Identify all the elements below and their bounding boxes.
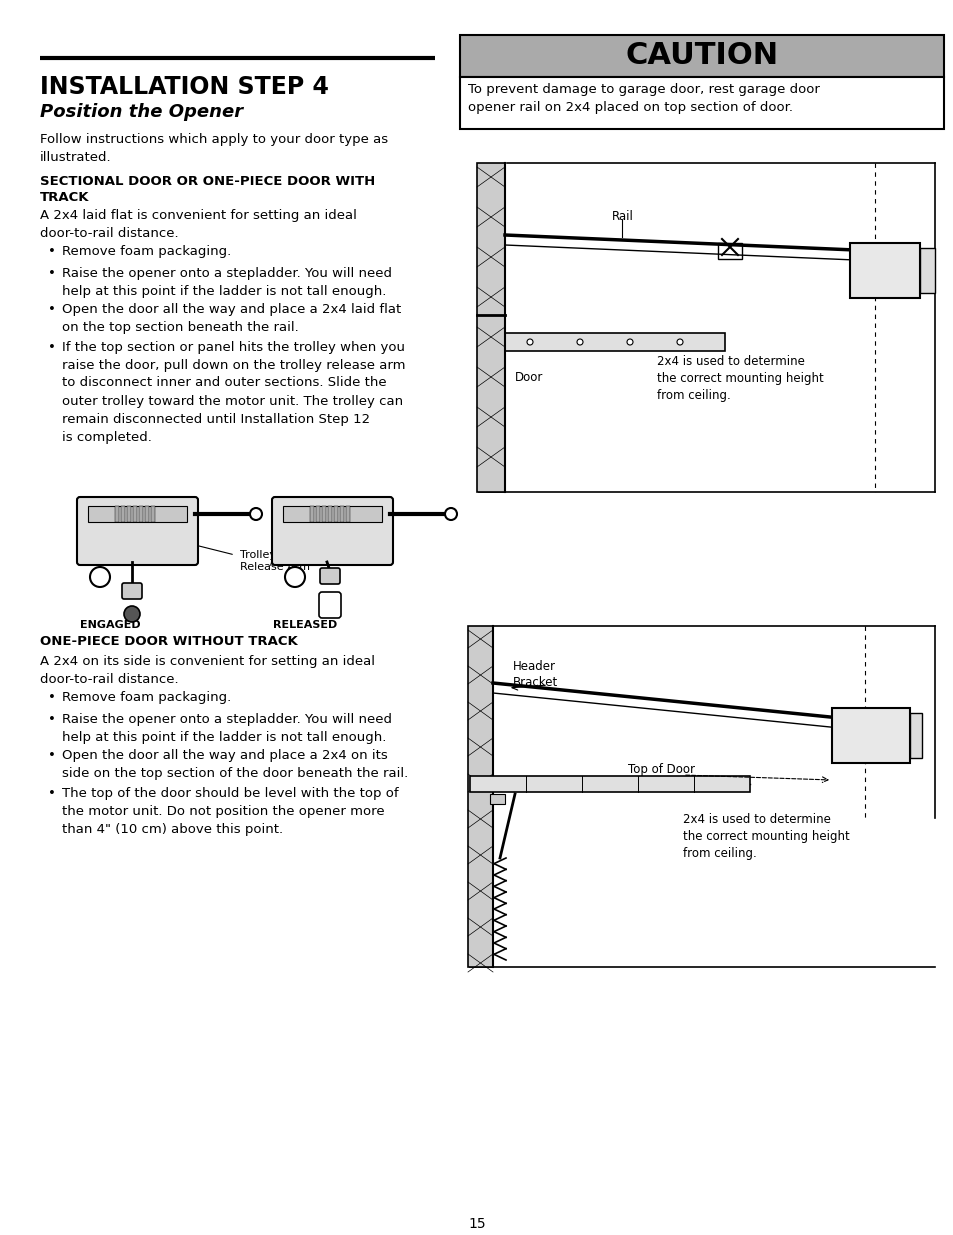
Circle shape	[285, 567, 305, 587]
Circle shape	[444, 508, 456, 520]
Bar	[127, 506, 131, 522]
Text: 2x4 is used to determine
the correct mounting height
from ceiling.: 2x4 is used to determine the correct mou…	[657, 354, 822, 403]
FancyBboxPatch shape	[272, 496, 393, 564]
Text: SECTIONAL DOOR OR ONE-PIECE DOOR WITH
TRACK: SECTIONAL DOOR OR ONE-PIECE DOOR WITH TR…	[40, 175, 375, 204]
FancyBboxPatch shape	[318, 592, 340, 618]
Bar	[470, 776, 749, 792]
Text: Remove foam packaging.: Remove foam packaging.	[62, 245, 231, 258]
Bar	[459, 35, 943, 77]
Bar	[88, 506, 187, 522]
Bar	[718, 243, 741, 259]
Bar	[283, 506, 381, 522]
Text: •: •	[48, 304, 56, 316]
Text: ONE-PIECE DOOR WITHOUT TRACK: ONE-PIECE DOOR WITHOUT TRACK	[40, 635, 297, 648]
Circle shape	[677, 338, 682, 345]
Text: Remove foam packaging.: Remove foam packaging.	[62, 692, 231, 704]
Text: 2x4 is used to determine
the correct mounting height
from ceiling.: 2x4 is used to determine the correct mou…	[682, 813, 849, 860]
Text: •: •	[48, 750, 56, 762]
Text: Header
Bracket: Header Bracket	[513, 659, 558, 689]
FancyBboxPatch shape	[77, 496, 198, 564]
Text: A 2x4 on its side is convenient for setting an ideal
door-to-rail distance.: A 2x4 on its side is convenient for sett…	[40, 655, 375, 685]
Text: Trolley
Release Arm: Trolley Release Arm	[240, 550, 310, 572]
Text: Open the door all the way and place a 2x4 laid flat
on the top section beneath t: Open the door all the way and place a 2x…	[62, 304, 401, 335]
Bar	[490, 794, 504, 804]
Bar	[459, 77, 943, 128]
FancyBboxPatch shape	[319, 568, 339, 584]
Bar	[145, 506, 149, 522]
Text: •: •	[48, 713, 56, 725]
Circle shape	[526, 338, 533, 345]
Circle shape	[626, 338, 633, 345]
Text: •: •	[48, 787, 56, 799]
Bar	[334, 506, 337, 522]
Bar	[132, 506, 137, 522]
Bar	[121, 506, 125, 522]
Bar	[322, 506, 326, 522]
Bar	[346, 506, 350, 522]
Bar	[339, 506, 344, 522]
Circle shape	[250, 508, 262, 520]
Text: Raise the opener onto a stepladder. You will need
help at this point if the ladd: Raise the opener onto a stepladder. You …	[62, 713, 392, 743]
Bar	[315, 506, 319, 522]
Text: Follow instructions which apply to your door type as
illustrated.: Follow instructions which apply to your …	[40, 133, 388, 164]
Bar	[476, 163, 504, 492]
Text: •: •	[48, 692, 56, 704]
Text: A 2x4 laid flat is convenient for setting an ideal
door-to-rail distance.: A 2x4 laid flat is convenient for settin…	[40, 209, 356, 240]
Text: If the top section or panel hits the trolley when you
raise the door, pull down : If the top section or panel hits the tro…	[62, 341, 405, 443]
Text: •: •	[48, 267, 56, 279]
Bar	[468, 626, 493, 967]
Text: The top of the door should be level with the top of
the motor unit. Do not posit: The top of the door should be level with…	[62, 787, 398, 836]
Text: Raise the opener onto a stepladder. You will need
help at this point if the ladd: Raise the opener onto a stepladder. You …	[62, 267, 392, 298]
Bar	[139, 506, 143, 522]
Text: Door: Door	[515, 370, 543, 384]
Bar	[310, 506, 314, 522]
Bar	[115, 506, 119, 522]
Text: Rail: Rail	[612, 210, 633, 224]
Bar	[328, 506, 332, 522]
Text: Top of Door: Top of Door	[627, 763, 695, 776]
Bar	[151, 506, 154, 522]
Circle shape	[124, 606, 140, 622]
Text: Position the Opener: Position the Opener	[40, 103, 243, 121]
Text: 15: 15	[468, 1216, 485, 1231]
Text: RELEASED: RELEASED	[273, 620, 336, 630]
Circle shape	[90, 567, 110, 587]
Text: •: •	[48, 341, 56, 353]
Circle shape	[577, 338, 582, 345]
Bar	[504, 333, 724, 351]
Text: INSTALLATION STEP 4: INSTALLATION STEP 4	[40, 75, 329, 99]
Text: CAUTION: CAUTION	[625, 42, 778, 70]
Text: •: •	[48, 245, 56, 258]
Bar	[919, 248, 934, 293]
Bar	[849, 243, 919, 298]
Text: ENGAGED: ENGAGED	[80, 620, 140, 630]
Text: To prevent damage to garage door, rest garage door
opener rail on 2x4 placed on : To prevent damage to garage door, rest g…	[468, 83, 819, 114]
Bar	[831, 708, 909, 763]
FancyBboxPatch shape	[122, 583, 142, 599]
Bar	[909, 713, 921, 758]
Text: Open the door all the way and place a 2x4 on its
side on the top section of the : Open the door all the way and place a 2x…	[62, 750, 408, 781]
